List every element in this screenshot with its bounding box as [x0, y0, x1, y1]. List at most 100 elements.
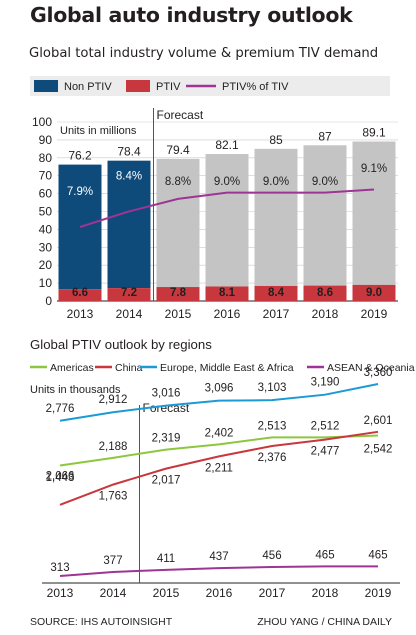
legend2-label-1: China: [115, 362, 143, 374]
bar-non-ptiv: [254, 148, 298, 286]
bar-non-ptiv: [303, 145, 347, 286]
y-tick-label: 60: [39, 187, 53, 201]
line-asean-label: 377: [103, 555, 122, 567]
line-asean-label: 313: [50, 562, 69, 574]
line-china: [59, 430, 379, 506]
legend-label-1: PTIV: [156, 81, 181, 93]
y-tick-label: 50: [39, 205, 53, 219]
line-europe-label: 3,096: [205, 383, 234, 395]
line-americas-label: 2,512: [311, 420, 340, 432]
y-tick-label: 70: [39, 169, 53, 183]
x-tick-label: 2018: [312, 586, 339, 600]
line-china-label: 2,601: [364, 415, 393, 427]
line-asean-label: 465: [315, 549, 334, 561]
x-tick-label: 2015: [153, 586, 180, 600]
line-americas-label: 2,542: [364, 444, 393, 456]
y-tick-label: 80: [39, 151, 53, 165]
page-title: Global auto industry outlook: [30, 3, 353, 27]
ptiv-share-label: 7.9%: [67, 186, 93, 198]
forecast-label: Forecast: [157, 108, 204, 122]
page-subtitle: Global total industry volume & premium T…: [29, 46, 379, 61]
x-tick-label: 2019: [365, 586, 392, 600]
line-europe-label: 2,912: [99, 394, 128, 406]
line-china-label: 2,211: [205, 462, 233, 474]
bar-ptiv: [352, 284, 396, 301]
bar-ptiv-label: 6.6: [72, 287, 88, 299]
x-tick-label: 2015: [165, 307, 192, 321]
bar-ptiv-label: 8.1: [219, 287, 236, 299]
bar-total-label: 85: [269, 133, 283, 147]
bar-total-label: 78.4: [117, 145, 141, 159]
x-tick-label: 2013: [67, 307, 94, 321]
line-china-label: 2,376: [258, 452, 287, 464]
bar-non-ptiv: [205, 154, 249, 287]
source-label: SOURCE: IHS AUTOINSIGHT: [30, 616, 173, 628]
x-tick-label: 2016: [206, 586, 233, 600]
y-tick-label: 30: [39, 240, 53, 254]
ptiv-share-label: 9.0%: [263, 176, 289, 188]
units-label: Units in thousands: [30, 384, 121, 396]
line-asean-label: 437: [209, 551, 228, 563]
bar-total-label: 76.2: [68, 149, 92, 163]
bar-total-label: 87: [318, 129, 332, 143]
x-tick-label: 2013: [47, 586, 74, 600]
bar-total-label: 79.4: [166, 143, 190, 157]
bar-total-label: 89.1: [362, 126, 386, 140]
legend2-label-3: ASEAN & Oceania: [327, 362, 415, 374]
ptiv-share-label: 9.1%: [361, 163, 387, 175]
bar-ptiv: [156, 287, 200, 301]
bar-ptiv-label: 9.0: [366, 287, 382, 299]
ptiv-share-label: 9.0%: [312, 176, 338, 188]
line-asean-label: 411: [157, 553, 175, 565]
units-label: Units in millions: [60, 125, 137, 137]
bar-non-ptiv: [107, 160, 151, 289]
line-americas-label: 2,513: [258, 420, 287, 432]
y-tick-label: 20: [39, 258, 53, 272]
x-tick-label: 2016: [214, 307, 241, 321]
line-china-label: 1,763: [99, 491, 128, 503]
y-tick-label: 0: [45, 294, 52, 308]
bar-ptiv: [254, 285, 298, 301]
legend2-label-2: Europe, Middle East & Africa: [160, 362, 294, 374]
x-tick-label: 2014: [100, 586, 127, 600]
ptiv-share-label: 9.0%: [214, 176, 240, 188]
line-europe-label: 2,776: [46, 403, 75, 415]
x-tick-label: 2017: [259, 586, 286, 600]
credit-label: ZHOU YANG / CHINA DAILY: [257, 616, 392, 628]
bar-non-ptiv: [352, 141, 396, 285]
line-europe-label: 3,016: [152, 388, 181, 400]
x-tick-label: 2014: [116, 307, 143, 321]
y-tick-label: 40: [39, 222, 53, 236]
bar-ptiv-label: 7.8: [170, 287, 187, 299]
line-americas-label: 2,402: [205, 427, 234, 439]
x-tick-label: 2019: [361, 307, 388, 321]
y-tick-label: 10: [39, 276, 53, 290]
legend-label-2: PTIV% of TIV: [222, 81, 289, 93]
line-americas-label: 2,188: [99, 441, 128, 453]
line-americas-label: 2,066: [46, 471, 75, 483]
bar-ptiv-label: 8.4: [268, 287, 285, 299]
line-china-label: 2,017: [152, 475, 181, 487]
bar-ptiv-label: 7.2: [121, 287, 137, 299]
line-europe-label: 3,190: [311, 377, 340, 389]
line-asean: [59, 565, 378, 577]
line-americas: [59, 434, 379, 467]
line-asean-label: 465: [368, 549, 387, 561]
bar-ptiv: [107, 288, 151, 301]
line-europe: [59, 382, 379, 422]
line-asean-label: 456: [262, 550, 281, 562]
x-tick-label: 2018: [312, 307, 339, 321]
bar-ptiv: [303, 285, 347, 301]
bar-ptiv-label: 8.6: [317, 287, 333, 299]
line-china-label: 2,477: [311, 446, 340, 458]
legend2-label-0: Americas: [50, 362, 94, 374]
x-tick-label: 2017: [263, 307, 290, 321]
y-tick-label: 90: [39, 133, 53, 147]
line-europe-label: 3,103: [258, 382, 287, 394]
y-tick-label: 100: [32, 115, 52, 129]
bar-ptiv: [205, 286, 249, 301]
legend-swatch-1: [126, 80, 150, 92]
line-americas-label: 2,319: [152, 433, 181, 445]
bar-ptiv: [58, 289, 102, 301]
legend-label-0: Non PTIV: [64, 81, 112, 93]
